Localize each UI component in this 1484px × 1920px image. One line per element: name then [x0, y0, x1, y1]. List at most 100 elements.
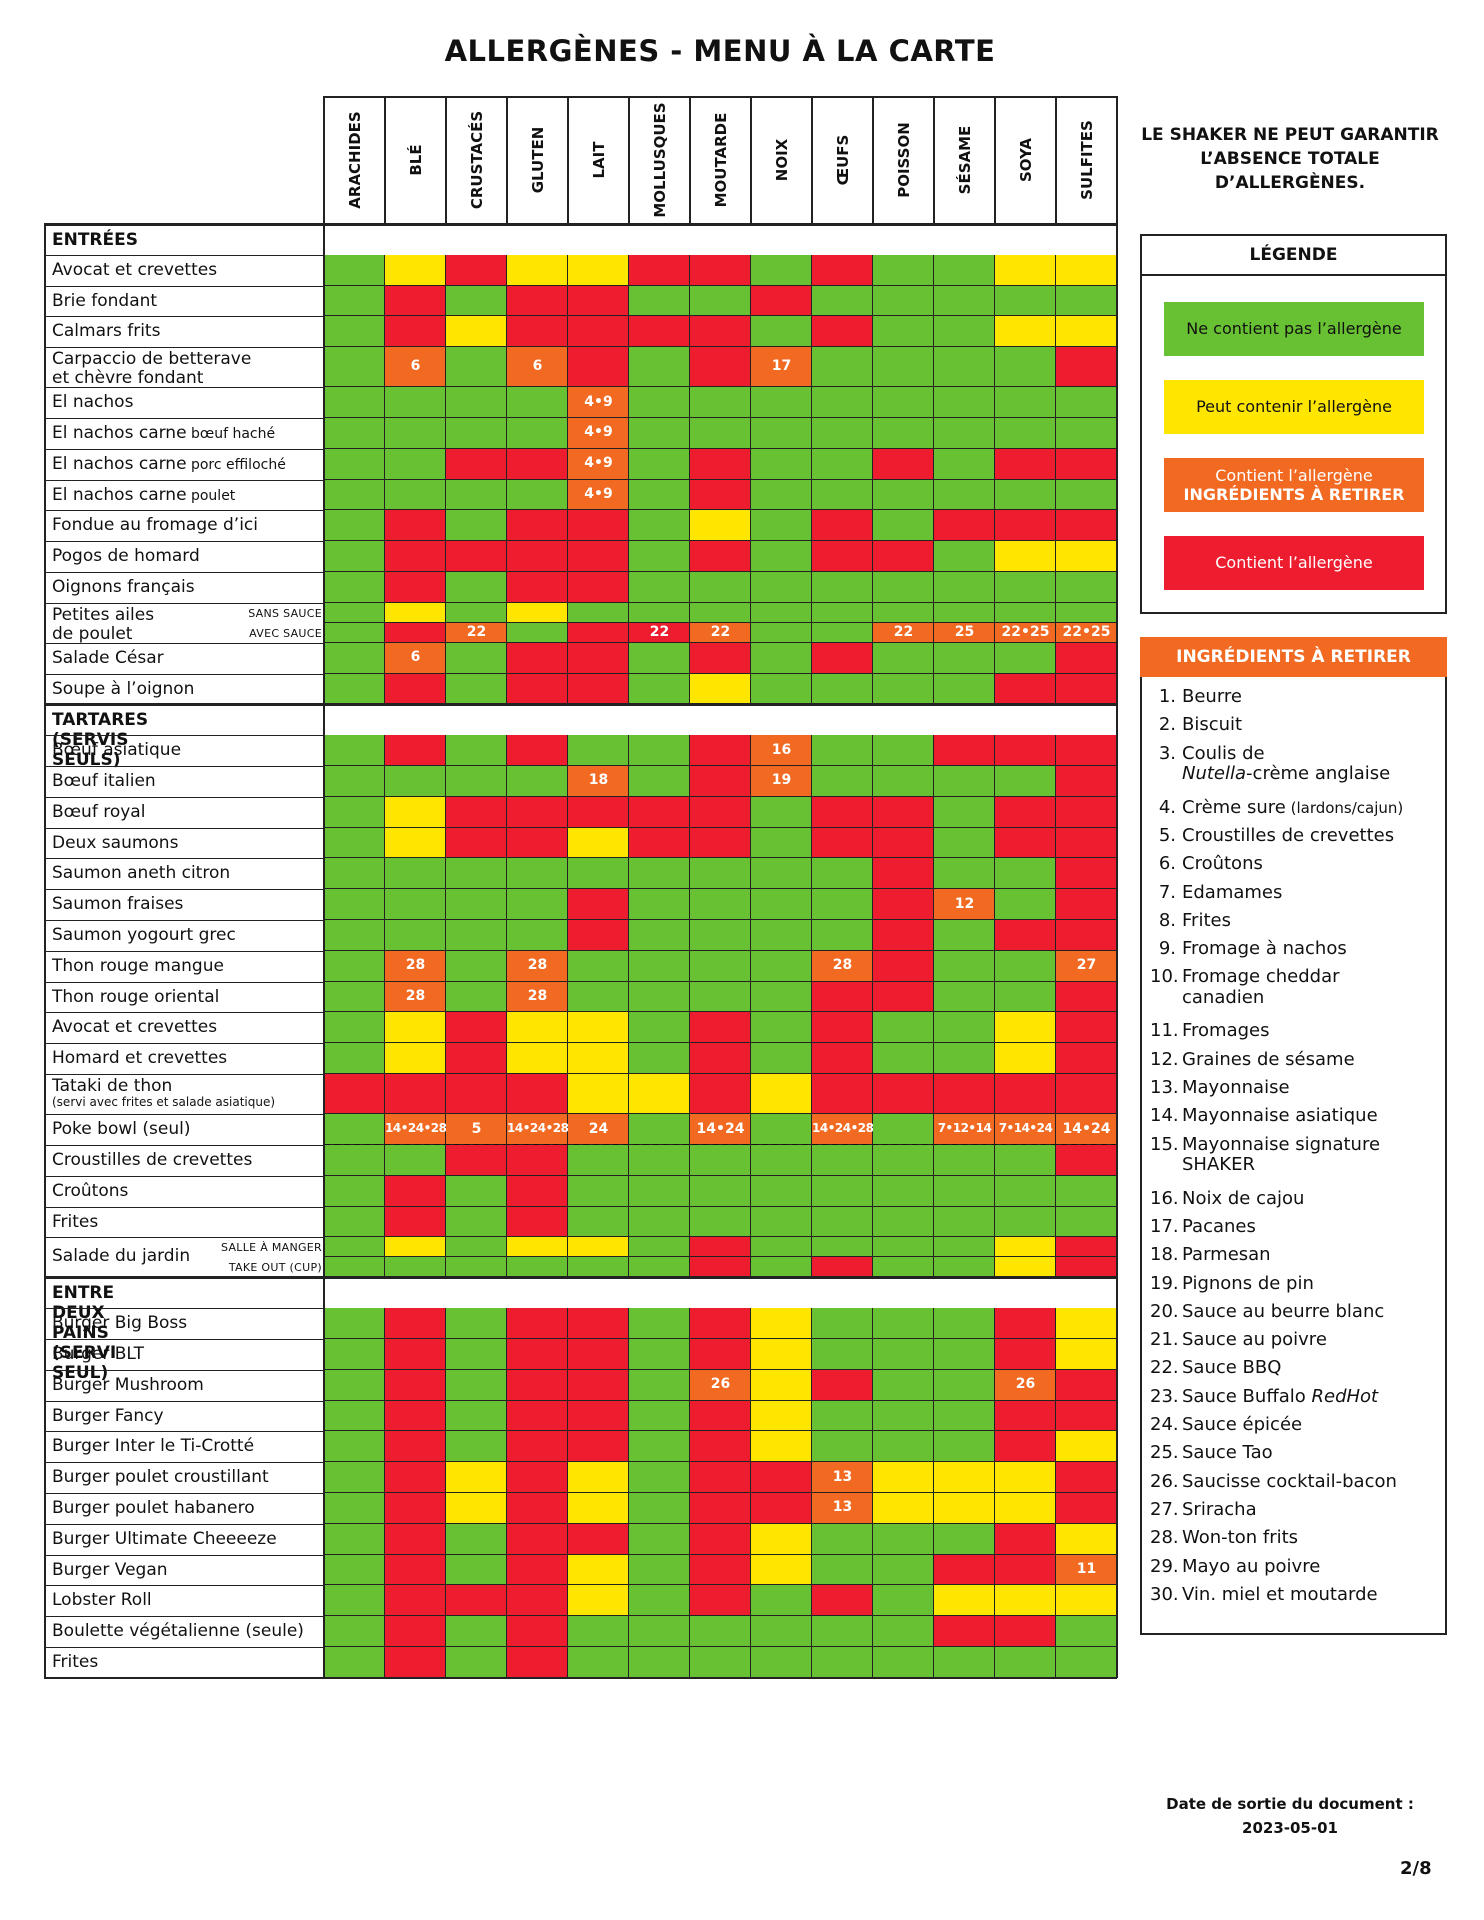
column-header-soya: SOYA — [1016, 137, 1035, 183]
allergen-cell-noix — [751, 1523, 812, 1555]
allergen-cell-arachides — [324, 950, 385, 982]
ingredient-ref: 6 — [532, 358, 543, 375]
allergen-cell-moutarde — [690, 796, 751, 828]
allergen-cell-œufs — [812, 1523, 873, 1555]
row-label: Poke bowl (seul) — [52, 1120, 190, 1139]
allergen-cell-poisson — [873, 1237, 934, 1258]
row-label-text: Frites — [52, 1211, 99, 1232]
allergen-cell-sésame — [934, 1074, 995, 1115]
allergen-cell-gluten — [507, 1257, 568, 1278]
row-label-text: El nachos carne — [52, 484, 187, 505]
allergen-cell-crustacés — [446, 1012, 507, 1044]
allergen-cell-noix — [751, 285, 812, 317]
allergen-cell-arachides — [324, 1043, 385, 1075]
column-header-noix: NOIX — [772, 138, 791, 182]
allergen-cell-mollusques — [629, 1206, 690, 1238]
ingredient-number: 28. — [1150, 1527, 1179, 1549]
allergen-cell-crustacés — [446, 622, 507, 643]
allergen-cell-sésame — [934, 510, 995, 542]
allergen-cell-moutarde — [690, 254, 751, 286]
ingredient-number: 27. — [1150, 1498, 1179, 1520]
allergen-cell-mollusques — [629, 1616, 690, 1647]
allergen-cell-noix — [751, 1492, 812, 1524]
allergen-cell-moutarde — [690, 1369, 751, 1401]
ingredient-name: Sauce BBQ — [1182, 1357, 1282, 1379]
allergen-cell-moutarde — [690, 1431, 751, 1463]
row-line — [44, 981, 324, 983]
column-header-lait: LAIT — [589, 141, 608, 179]
allergen-cell-soya — [995, 347, 1056, 388]
row-label-text: Burger Vegan — [52, 1559, 168, 1580]
ingredient-name-rest: canadien — [1182, 987, 1265, 1009]
allergen-cell-sésame — [934, 950, 995, 982]
allergen-cell-sésame — [934, 858, 995, 890]
allergen-cell-arachides — [324, 387, 385, 419]
row-label-text: Burger Fancy — [52, 1405, 164, 1426]
allergen-cell-sulfites — [1056, 827, 1117, 859]
allergen-cell-arachides — [324, 418, 385, 449]
allergen-cell-gluten — [507, 448, 568, 480]
allergen-cell-crustacés — [446, 254, 507, 286]
allergen-cell-blé — [385, 1554, 446, 1586]
column-header-œufs: ŒUFS — [833, 134, 852, 186]
allergen-cell-noix — [751, 347, 812, 388]
ingredient-item: 28. Won-ton frits — [1150, 1527, 1298, 1549]
allergen-cell-mollusques — [629, 510, 690, 542]
row-label: Soupe à l’oignon — [52, 679, 194, 699]
allergen-cell-sésame — [934, 1308, 995, 1339]
allergen-cell-gluten — [507, 1175, 568, 1207]
row-label: Salade César — [52, 649, 164, 668]
ingredient-name-line2: Nutella-crème anglaise — [1150, 763, 1390, 785]
row-line — [44, 642, 324, 644]
ingredient-name-italic: RedHot — [1311, 1385, 1379, 1407]
allergen-cell-sulfites — [1056, 418, 1117, 449]
allergen-cell-noix — [751, 1257, 812, 1278]
allergen-cell-blé — [385, 1431, 446, 1463]
ingredient-name: Sauce Buffalo — [1182, 1385, 1312, 1407]
allergen-cell-lait — [568, 1206, 629, 1238]
section-title: ENTRÉES — [52, 230, 138, 250]
ingredient-item: 3. Coulis de Nutella-crème anglaise — [1150, 743, 1390, 785]
allergen-cell-moutarde — [690, 735, 751, 767]
allergen-cell-noix — [751, 541, 812, 573]
allergen-cell-crustacés — [446, 1554, 507, 1586]
allergen-cell-mollusques — [629, 479, 690, 511]
allergen-cell-gluten — [507, 858, 568, 890]
row-label: Avocat et crevettes — [52, 1018, 217, 1037]
allergen-cell-moutarde — [690, 316, 751, 348]
row-line — [44, 1400, 324, 1402]
allergen-cell-sulfites — [1056, 1308, 1117, 1339]
allergen-cell-œufs — [812, 1175, 873, 1207]
allergen-cell-moutarde — [690, 418, 751, 449]
allergen-cell-œufs — [812, 448, 873, 480]
allergen-cell-sulfites — [1056, 1369, 1117, 1401]
allergen-cell-gluten — [507, 673, 568, 705]
allergen-cell-poisson — [873, 1616, 934, 1647]
allergen-cell-poisson — [873, 950, 934, 982]
row-label: El nachos carne porc effiloché — [52, 454, 286, 474]
allergen-cell-soya — [995, 1338, 1056, 1370]
allergen-cell-poisson — [873, 1074, 934, 1115]
allergen-cell-lait — [568, 572, 629, 603]
allergen-cell-noix — [751, 889, 812, 921]
ingredient-item: 8. Frites — [1150, 910, 1231, 932]
ingredient-ref: 6 — [410, 358, 421, 375]
row-label-text: Deux saumons — [52, 832, 179, 853]
allergen-cell-arachides — [324, 1523, 385, 1555]
column-header-moutarde: MOUTARDE — [711, 112, 730, 208]
ingredient-number: 11. — [1150, 1020, 1179, 1042]
allergen-cell-sésame — [934, 479, 995, 511]
allergen-cell-blé — [385, 510, 446, 542]
row-line — [44, 1043, 324, 1045]
allergen-cell-œufs — [812, 1400, 873, 1432]
ingredient-number: 7. — [1158, 881, 1176, 903]
allergen-cell-lait — [568, 1554, 629, 1586]
allergen-cell-lait — [568, 1646, 629, 1678]
allergen-cell-crustacés — [446, 1144, 507, 1176]
allergen-cell-gluten — [507, 889, 568, 921]
legend-item-g: Ne contient pas l’allergène — [1164, 302, 1424, 356]
allergen-cell-œufs — [812, 981, 873, 1013]
allergen-cell-poisson — [873, 1585, 934, 1617]
label-column-divider — [323, 96, 325, 1678]
ingredient-number: 17. — [1150, 1215, 1179, 1237]
